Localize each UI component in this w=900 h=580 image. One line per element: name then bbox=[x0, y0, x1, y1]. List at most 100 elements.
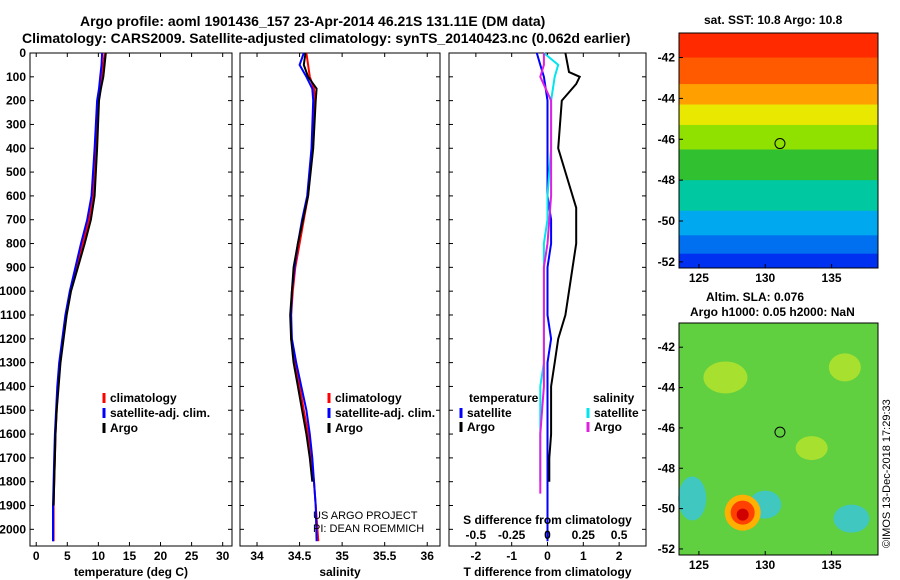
title-line2: Climatology: CARS2009. Satellite-adjuste… bbox=[22, 30, 630, 46]
top-tick-label: -0.25 bbox=[498, 528, 526, 542]
top-axis-label: S difference from climatology bbox=[463, 513, 632, 527]
x-tick-label: 125 bbox=[689, 271, 709, 285]
difference-panel: -2 -1 0 1 2 T difference from climatology temp… bbox=[448, 52, 647, 579]
y-tick-label: 600 bbox=[6, 189, 26, 203]
y-tick-label: -44 bbox=[658, 381, 676, 395]
sla-anomaly bbox=[678, 476, 707, 521]
plot-frame bbox=[29, 52, 233, 547]
sla-anomaly bbox=[833, 504, 870, 533]
top-tick-label: 0.25 bbox=[572, 528, 596, 542]
series-line bbox=[52, 52, 107, 506]
y-tick-label: 1300 bbox=[0, 356, 26, 370]
y-tick-label: 700 bbox=[6, 213, 26, 227]
x-tick-label: 130 bbox=[755, 271, 775, 285]
y-tick-label: -52 bbox=[658, 542, 676, 556]
temperature-panel: 0100200300400500600700800900100011001200… bbox=[0, 46, 233, 579]
y-tick-label: -44 bbox=[658, 91, 676, 105]
series-line bbox=[548, 52, 582, 482]
title-line1: Argo profile: aoml 1901436_157 23-Apr-20… bbox=[80, 13, 545, 29]
sst-map-panel: 125 130 135 -52 -50 -48 -46 -44 -42 bbox=[658, 32, 879, 285]
x-tick-label: -2 bbox=[471, 549, 482, 563]
x-tick-label: 25 bbox=[185, 549, 199, 563]
x-tick-label: 34.5 bbox=[288, 549, 312, 563]
y-tick-label: -42 bbox=[658, 340, 676, 354]
legend-label: satellite bbox=[467, 406, 512, 420]
y-tick-label: 500 bbox=[6, 165, 26, 179]
x-tick-label: 1 bbox=[580, 549, 587, 563]
x-tick-label: 34 bbox=[250, 549, 264, 563]
y-tick-label: 2000 bbox=[0, 522, 26, 536]
x-tick-label: 0 bbox=[33, 549, 40, 563]
x-axis-label: temperature (deg C) bbox=[74, 565, 188, 579]
sla-anomaly bbox=[736, 508, 749, 521]
x-tick-label: 0 bbox=[544, 549, 551, 563]
y-tick-label: 300 bbox=[6, 117, 26, 131]
y-tick-label: 400 bbox=[6, 141, 26, 155]
y-tick-label: -48 bbox=[658, 173, 676, 187]
sla-anomaly bbox=[795, 436, 828, 461]
sla-anomaly bbox=[828, 353, 861, 382]
x-tick-label: 5 bbox=[64, 549, 71, 563]
x-tick-label: 2 bbox=[616, 549, 623, 563]
y-tick-label: -46 bbox=[658, 421, 676, 435]
y-tick-label: 1200 bbox=[0, 332, 26, 346]
series-line bbox=[535, 52, 553, 542]
x-tick-label: 135 bbox=[822, 271, 842, 285]
x-axis-label: salinity bbox=[319, 565, 361, 579]
plot-frame bbox=[239, 52, 441, 547]
y-tick-label: 1500 bbox=[0, 403, 26, 417]
legend-label: climatology bbox=[110, 391, 177, 405]
y-tick-label: 900 bbox=[6, 260, 26, 274]
y-tick-label: 1800 bbox=[0, 475, 26, 489]
x-tick-label: 35.5 bbox=[373, 549, 397, 563]
y-tick-label: 1100 bbox=[0, 308, 26, 322]
x-axis-label: T difference from climatology bbox=[463, 565, 631, 579]
annotation-text: US ARGO PROJECT bbox=[313, 510, 418, 522]
legend-label: Argo bbox=[467, 420, 495, 434]
sla-map-panel: 125 130 135 -52 -50 -48 -46 -44 -42 bbox=[658, 322, 879, 572]
x-tick-label: 36 bbox=[421, 549, 435, 563]
series-line bbox=[539, 53, 553, 494]
y-tick-label: 1600 bbox=[0, 427, 26, 441]
legend-label: Argo bbox=[110, 421, 138, 435]
sla-map-subtitle: Argo h1000: 0.05 h2000: NaN bbox=[690, 305, 855, 319]
x-tick-label: -1 bbox=[506, 549, 517, 563]
y-tick-label: -48 bbox=[658, 461, 676, 475]
top-tick-label: 0.5 bbox=[611, 528, 628, 542]
legend-label: satellite-adj. clim. bbox=[110, 406, 210, 420]
legend-label: Argo bbox=[335, 421, 363, 435]
legend-title-salinity: salinity bbox=[593, 391, 635, 405]
x-tick-label: 125 bbox=[689, 558, 709, 572]
x-tick-label: 130 bbox=[755, 558, 775, 572]
footer-copyright: ©IMOS 13-Dec-2018 17:29:33 bbox=[881, 399, 893, 548]
legend-title-temperature: temperature bbox=[469, 391, 539, 405]
top-tick-label: -0.5 bbox=[466, 528, 487, 542]
sst-map-title: sat. SST: 10.8 Argo: 10.8 bbox=[704, 13, 843, 27]
y-tick-label: -50 bbox=[658, 502, 676, 516]
legend-label: Argo bbox=[594, 420, 622, 434]
y-tick-label: -52 bbox=[658, 255, 676, 269]
y-tick-label: 1400 bbox=[0, 379, 26, 393]
y-tick-label: 800 bbox=[6, 237, 26, 251]
argo-position-marker bbox=[774, 138, 786, 150]
y-tick-label: 1000 bbox=[0, 284, 26, 298]
x-tick-label: 20 bbox=[154, 549, 168, 563]
y-tick-label: 1900 bbox=[0, 499, 26, 513]
map-frame bbox=[678, 322, 879, 556]
x-tick-label: 135 bbox=[822, 558, 842, 572]
y-tick-label: 200 bbox=[6, 94, 26, 108]
y-tick-label: 100 bbox=[6, 70, 26, 84]
y-tick-label: 0 bbox=[19, 46, 26, 60]
x-tick-label: 10 bbox=[92, 549, 106, 563]
map-frame bbox=[678, 32, 879, 269]
top-tick-label: 0 bbox=[544, 528, 551, 542]
sla-anomaly bbox=[703, 361, 748, 394]
legend-label: satellite bbox=[594, 406, 639, 420]
y-tick-label: 1700 bbox=[0, 451, 26, 465]
sst-band bbox=[679, 253, 878, 268]
salinity-panel: 34 34.5 35 35.5 36 salinity climatologysatelli… bbox=[239, 52, 441, 579]
y-tick-label: -46 bbox=[658, 132, 676, 146]
legend-label: satellite-adj. clim. bbox=[335, 406, 435, 420]
y-tick-label: -42 bbox=[658, 51, 676, 65]
